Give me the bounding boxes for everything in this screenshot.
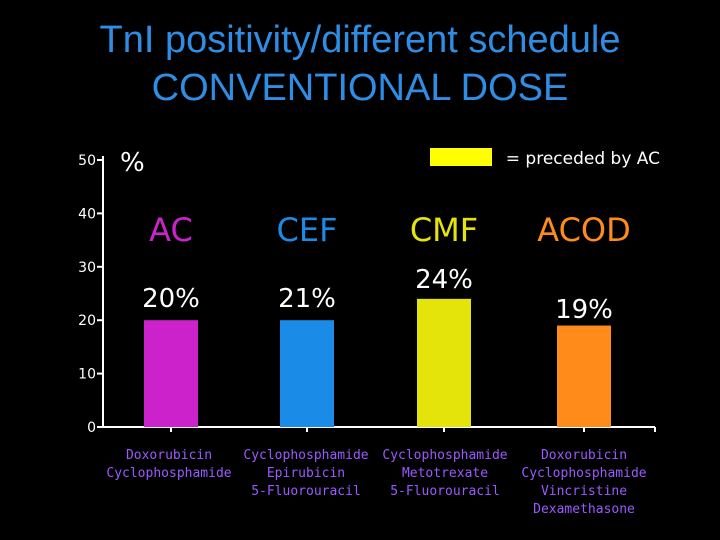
regimen-drug: 5-Fluorouracil (390, 484, 500, 499)
value-label-cmf: 24% (415, 265, 473, 295)
value-label-ac: 20% (142, 284, 200, 314)
y-tick-label: 40 (78, 206, 96, 222)
y-tick-label: 10 (78, 367, 96, 383)
regimen-drug: Metotrexate (402, 466, 488, 481)
regimen-drug: Doxorubicin (541, 448, 627, 463)
category-label-ac: AC (149, 211, 193, 249)
category-label-acod: ACOD (537, 211, 631, 249)
regimen-drug: Vincristine (541, 484, 627, 499)
regimen-drug: Cyclophosphamide (106, 466, 231, 481)
y-tick-label: 30 (78, 260, 96, 276)
category-label-cef: CEF (277, 211, 338, 249)
y-axis-label: % (120, 148, 145, 178)
value-label-cef: 21% (278, 284, 336, 314)
legend-swatch (430, 148, 492, 166)
y-tick-label: 50 (78, 153, 96, 169)
title-line-1: TnI positivity/different schedule (99, 19, 621, 61)
bar-ac (144, 320, 198, 427)
bar-cmf (417, 298, 471, 427)
title-line-2: CONVENTIONAL DOSE (151, 67, 569, 109)
y-tick-label: 0 (87, 420, 96, 436)
category-label-cmf: CMF (410, 211, 478, 249)
regimen-drug: Cyclophosphamide (382, 448, 507, 463)
bar-cef (280, 320, 334, 427)
regimen-drug: 5-Fluorouracil (251, 484, 361, 499)
bar-acod (557, 325, 611, 427)
regimen-drug: Cyclophosphamide (521, 466, 646, 481)
regimen-drug: Dexamethasone (533, 502, 635, 517)
legend-label: = preceded by AC (506, 149, 660, 169)
value-label-acod: 19% (555, 295, 613, 325)
y-tick-label: 20 (78, 313, 96, 329)
regimen-drug: Cyclophosphamide (243, 448, 368, 463)
regimen-drug: Doxorubicin (126, 448, 212, 463)
regimen-drug: Epirubicin (267, 466, 345, 481)
